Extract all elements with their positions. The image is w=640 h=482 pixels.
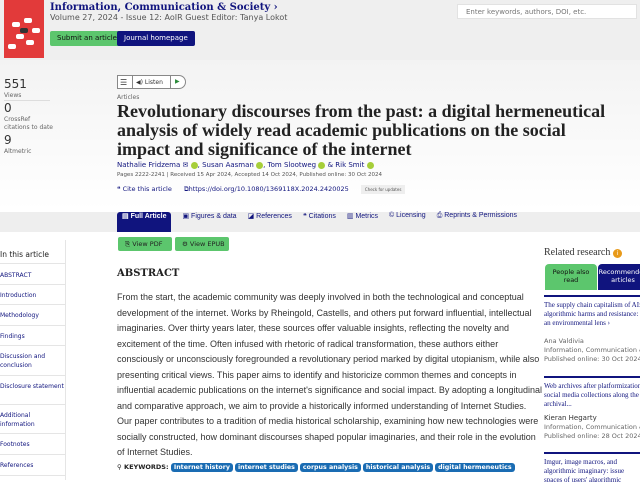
play-icon[interactable]: ▶ (170, 76, 184, 88)
altmetric-label: Altmetric (4, 148, 32, 155)
journal-cover-image[interactable] (4, 0, 44, 58)
toc-item-introduction[interactable]: Introduction (0, 285, 66, 305)
cite-doi-row: ❝ Cite this article ⧉https://doi.org/10.… (117, 185, 406, 194)
view-epub-button[interactable]: ⚙ View EPUB (175, 237, 229, 251)
keywords-label: KEYWORDS: (124, 463, 169, 471)
keyword-tag[interactable]: Internet history (170, 463, 233, 472)
related-article-meta: Kieran Hegarty Information, Communication… (544, 414, 640, 440)
quote-icon: ❝ (117, 185, 121, 193)
orcid-icon[interactable] (190, 161, 198, 169)
toc-item-footnotes[interactable]: Footnotes (0, 434, 66, 455)
gear-icon: ⚙ (182, 240, 190, 248)
toc-item-additional-information[interactable]: Additional information (0, 405, 66, 434)
altmetric-count[interactable]: 9 (4, 133, 12, 147)
toc-item-findings[interactable]: Findings (0, 326, 66, 346)
author-link[interactable]: Tom Slootweg (267, 161, 317, 169)
copyright-icon: © (389, 212, 397, 219)
related-research-heading: Related research i (544, 247, 622, 258)
keyword-tag[interactable]: internet studies (234, 463, 298, 472)
submit-article-button[interactable]: Submit an article (50, 31, 124, 46)
printer-icon: ⎙ (436, 212, 445, 219)
tab-metrics[interactable]: ▥ Metrics (346, 213, 379, 220)
listen-button[interactable]: ◀) Listen (132, 76, 170, 88)
tab-recommended-articles[interactable]: Recommended articles (598, 264, 640, 290)
keywords-row: ⚲ KEYWORDS: Internet history internet stu… (117, 463, 517, 472)
quote-icon: ❝ (302, 213, 309, 220)
search-input[interactable]: Enter keywords, authors, DOI, etc. (457, 4, 637, 19)
toc-heading: In this article (0, 244, 66, 264)
tab-citations[interactable]: ❝ Citations (302, 213, 336, 220)
crossref-label: CrossRef citations to date (4, 116, 53, 131)
related-article-link[interactable]: The supply chain capitalism of AI: algor… (544, 295, 640, 329)
journal-title-link[interactable]: Information, Communication & Society › (50, 2, 278, 13)
book-icon: ◪ (247, 213, 257, 220)
view-pdf-button[interactable]: ⎘ View PDF (118, 237, 172, 251)
author-list: Nathalie Fridzema ✉ , Susan Aasman , Tom… (117, 161, 374, 169)
views-count: 551 (4, 77, 27, 91)
abstract-heading: ABSTRACT (117, 268, 180, 279)
link-icon: ⧉ (183, 185, 189, 193)
tab-full-article[interactable]: ▤ Full Article (117, 212, 172, 232)
article-type: Articles (117, 94, 140, 101)
keyword-tag[interactable]: digital hermeneutics (435, 463, 515, 472)
toc-item-methodology[interactable]: Methodology (0, 305, 66, 326)
article-header-band (0, 60, 640, 210)
email-icon[interactable]: ✉ (182, 161, 189, 169)
author-link[interactable]: Susan Aasman (202, 161, 254, 169)
image-icon: ▣ (182, 213, 192, 220)
publication-history: Pages 2222-2241 | Received 15 Apr 2024, … (117, 172, 383, 178)
search-icon: ⚲ (117, 463, 122, 471)
author-link[interactable]: Nathalie Fridzema (117, 161, 181, 169)
pdf-icon: ⎘ (125, 240, 133, 248)
crossref-count: 0 (4, 101, 12, 115)
toc-item-abstract[interactable]: ABSTRACT (0, 264, 66, 285)
toc-item-discussion[interactable]: Discussion and conclusion (0, 346, 66, 376)
document-icon: ▤ (122, 213, 131, 220)
related-article-link[interactable]: Imgur, image macros, and algorithmic ima… (544, 452, 640, 482)
speaker-icon: ◀) (136, 79, 143, 86)
tab-licensing[interactable]: © Licensing (389, 212, 426, 219)
article-title: Revolutionary discourses from the past: … (117, 101, 606, 159)
views-label: Views (4, 92, 22, 99)
toc-item-disclosure[interactable]: Disclosure statement (0, 376, 66, 405)
orcid-icon[interactable] (256, 161, 264, 169)
orcid-icon[interactable] (318, 161, 326, 169)
listen-label: Listen (144, 79, 163, 86)
toc-item-references[interactable]: References (0, 455, 66, 476)
abstract-body: From the start, the academic community w… (117, 292, 542, 457)
keyword-tag[interactable]: historical analysis (362, 463, 434, 472)
related-article-link[interactable]: Web archives after platformization: soci… (544, 376, 640, 408)
menu-icon[interactable]: ☰ (120, 78, 128, 87)
cite-article-link[interactable]: Cite this article (122, 185, 172, 193)
tab-figures-data[interactable]: ▣ Figures & data (182, 213, 237, 220)
listen-toolbar: ☰ ◀) Listen ▶ (117, 75, 186, 89)
doi-link[interactable]: https://doi.org/10.1080/1369118X.2024.24… (188, 185, 349, 193)
tab-reprints-permissions[interactable]: ⎙ Reprints & Permissions (436, 212, 517, 219)
crossmark-button[interactable]: Check for updates (360, 185, 406, 194)
orcid-icon[interactable] (366, 161, 374, 169)
tab-people-also-read[interactable]: People also read (545, 264, 597, 290)
toc-sidebar (0, 240, 66, 480)
bar-chart-icon: ▥ (346, 213, 356, 220)
article-tabs: ▤ Full Article ▣ Figures & data ◪ Refere… (0, 212, 640, 232)
author-link[interactable]: Rik Smit (335, 161, 365, 169)
journal-issue[interactable]: Volume 27, 2024 - Issue 12: AoIR Guest E… (50, 13, 288, 22)
journal-homepage-button[interactable]: Journal homepage (117, 31, 195, 46)
tab-references[interactable]: ◪ References (247, 213, 292, 220)
info-icon[interactable]: i (612, 249, 622, 258)
keyword-tag[interactable]: corpus analysis (299, 463, 361, 472)
